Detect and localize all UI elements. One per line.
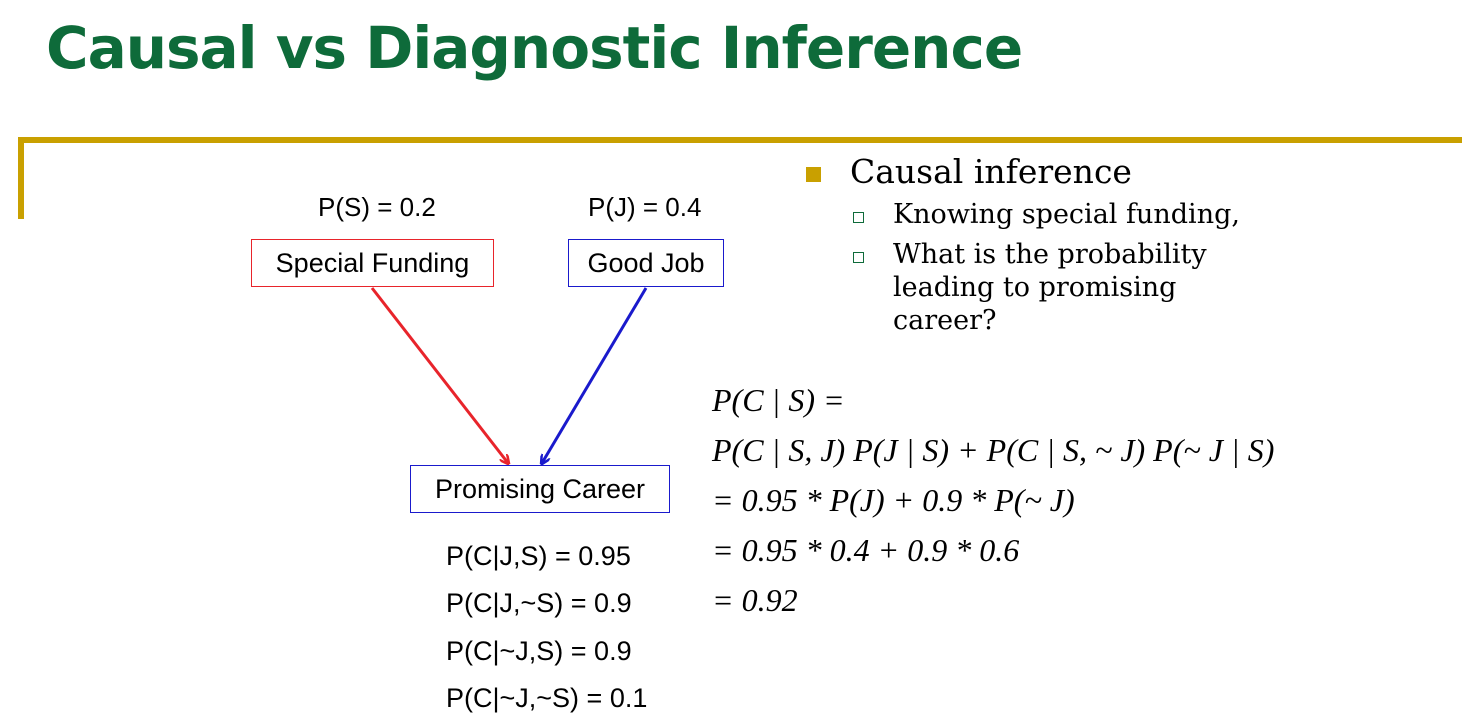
sub-bullet-text: Knowing special funding, <box>893 199 1240 230</box>
node-promising-career: Promising Career <box>410 465 670 513</box>
sub-bullet-marker-icon <box>853 212 864 223</box>
edge-job-to-career <box>542 287 648 463</box>
equation-line: P(C | S) = <box>712 382 845 418</box>
bullet-marker-icon <box>806 167 821 182</box>
title-divider <box>18 137 1462 143</box>
sub-bullet-marker-icon <box>853 252 864 263</box>
node-special-funding: Special Funding <box>251 239 494 287</box>
prior-j: P(J) = 0.4 <box>588 192 702 222</box>
bullet-main-text: Causal inference <box>850 152 1132 191</box>
cpt-row: P(C|~J,~S) = 0.1 <box>446 683 648 713</box>
sub-bullet-text: What is the probability leading to promi… <box>893 239 1207 336</box>
equation-line: P(C | S, J) P(J | S) + P(C | S, ~ J) P(~… <box>712 432 1275 468</box>
cpt-row: P(C|~J,S) = 0.9 <box>446 636 632 666</box>
slide-title: Causal vs Diagnostic Inference <box>46 14 1023 82</box>
node-good-job: Good Job <box>568 239 724 287</box>
edge-funding-to-career <box>370 287 508 463</box>
prior-s: P(S) = 0.2 <box>318 192 436 222</box>
equation-line: = 0.95 * P(J) + 0.9 * P(~ J) <box>712 482 1075 518</box>
equation-line: = 0.92 <box>712 582 798 618</box>
cpt-row: P(C|J,~S) = 0.9 <box>446 588 632 618</box>
equation-line: = 0.95 * 0.4 + 0.9 * 0.6 <box>712 532 1020 568</box>
title-divider-vertical <box>18 137 24 219</box>
cpt-row: P(C|J,S) = 0.95 <box>446 541 631 571</box>
